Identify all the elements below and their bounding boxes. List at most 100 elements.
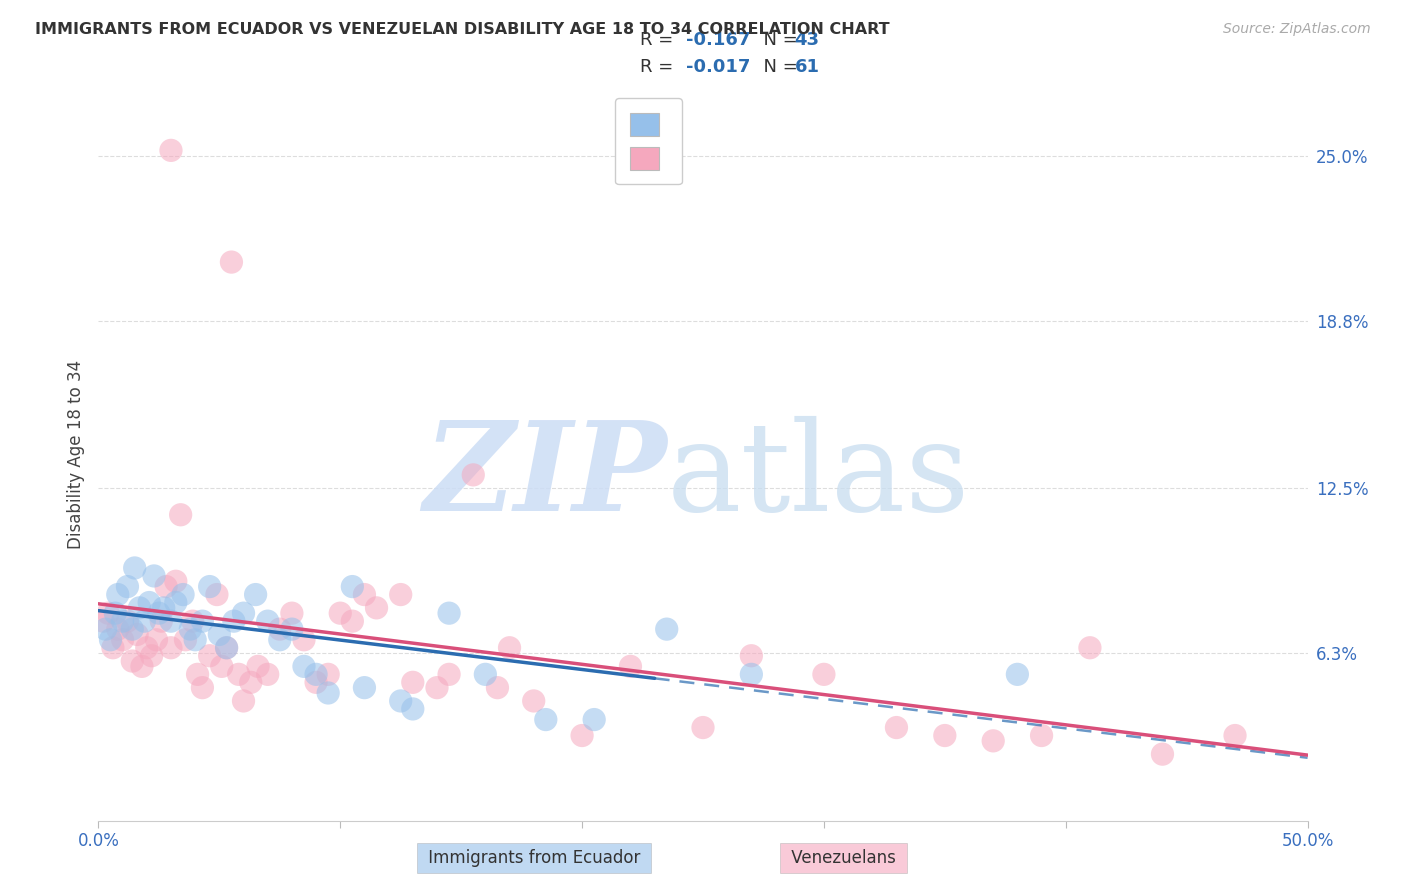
Point xyxy=(437,667,460,681)
Point xyxy=(191,614,214,628)
Point xyxy=(232,606,254,620)
Point xyxy=(1007,667,1029,681)
Point xyxy=(239,675,262,690)
Point xyxy=(211,659,233,673)
Point xyxy=(498,640,520,655)
Text: -0.017: -0.017 xyxy=(686,58,751,76)
Point xyxy=(281,622,304,636)
Point xyxy=(181,614,204,628)
Point xyxy=(117,580,139,594)
Point xyxy=(281,606,304,620)
Point xyxy=(389,588,412,602)
Point xyxy=(1078,640,1101,655)
Point xyxy=(305,667,328,681)
Point xyxy=(128,600,150,615)
Point xyxy=(342,614,364,628)
Y-axis label: Disability Age 18 to 34: Disability Age 18 to 34 xyxy=(66,360,84,549)
Point xyxy=(135,640,157,655)
Point xyxy=(740,648,762,663)
Point xyxy=(740,667,762,681)
Text: ZIP: ZIP xyxy=(423,416,666,538)
Point xyxy=(655,622,678,636)
Point xyxy=(187,667,209,681)
Point xyxy=(486,681,509,695)
Point xyxy=(245,588,267,602)
Point xyxy=(131,659,153,673)
Point xyxy=(172,588,194,602)
Point xyxy=(583,713,606,727)
Point xyxy=(155,580,177,594)
Point xyxy=(121,622,143,636)
Point xyxy=(94,622,117,636)
Point xyxy=(316,667,339,681)
Point xyxy=(215,640,238,655)
Text: IMMIGRANTS FROM ECUADOR VS VENEZUELAN DISABILITY AGE 18 TO 34 CORRELATION CHART: IMMIGRANTS FROM ECUADOR VS VENEZUELAN DI… xyxy=(35,22,890,37)
Point xyxy=(305,675,328,690)
Text: 43: 43 xyxy=(794,31,820,49)
Point xyxy=(269,622,291,636)
Point xyxy=(1223,729,1246,743)
Point xyxy=(292,632,315,647)
Point xyxy=(692,721,714,735)
Point xyxy=(402,702,425,716)
Point xyxy=(571,729,593,743)
Point xyxy=(145,632,167,647)
Point xyxy=(152,600,174,615)
Point xyxy=(474,667,496,681)
Point xyxy=(269,632,291,647)
Legend: , : , xyxy=(616,98,682,185)
Point xyxy=(342,580,364,594)
Point xyxy=(174,632,197,647)
Point xyxy=(222,614,245,628)
Point xyxy=(138,595,160,609)
Point xyxy=(134,614,156,628)
Point xyxy=(104,606,127,620)
Point xyxy=(179,622,201,636)
Point xyxy=(1031,729,1053,743)
Text: N =: N = xyxy=(752,58,804,76)
Point xyxy=(111,614,134,628)
Point xyxy=(215,640,238,655)
Text: R =: R = xyxy=(640,58,679,76)
Point xyxy=(1152,747,1174,761)
Text: N =: N = xyxy=(752,31,804,49)
Point xyxy=(886,721,908,735)
Point xyxy=(165,574,187,589)
Point xyxy=(534,713,557,727)
Point xyxy=(981,734,1004,748)
Point xyxy=(111,632,134,647)
Point xyxy=(329,606,352,620)
Point xyxy=(150,614,173,628)
Point xyxy=(198,648,221,663)
Point xyxy=(316,686,339,700)
Point xyxy=(101,640,124,655)
Text: Immigrants from Ecuador: Immigrants from Ecuador xyxy=(423,849,645,867)
Point xyxy=(165,595,187,609)
Point xyxy=(141,648,163,663)
Text: -0.167: -0.167 xyxy=(686,31,751,49)
Point xyxy=(124,561,146,575)
Point xyxy=(813,667,835,681)
Point xyxy=(256,614,278,628)
Point xyxy=(191,681,214,695)
Point xyxy=(160,640,183,655)
Point xyxy=(97,606,120,620)
Point xyxy=(619,659,641,673)
Point xyxy=(366,600,388,615)
Text: atlas: atlas xyxy=(666,417,970,537)
Point xyxy=(117,614,139,628)
Point xyxy=(184,632,207,647)
Point xyxy=(463,467,485,482)
Point xyxy=(208,627,231,641)
Point xyxy=(437,606,460,620)
Point xyxy=(402,675,425,690)
Point xyxy=(91,614,114,628)
Point xyxy=(169,508,191,522)
Point xyxy=(353,588,375,602)
Point xyxy=(107,588,129,602)
Point xyxy=(160,614,183,628)
Point xyxy=(247,659,270,673)
Point xyxy=(205,588,228,602)
Point xyxy=(127,627,149,641)
Point xyxy=(232,694,254,708)
